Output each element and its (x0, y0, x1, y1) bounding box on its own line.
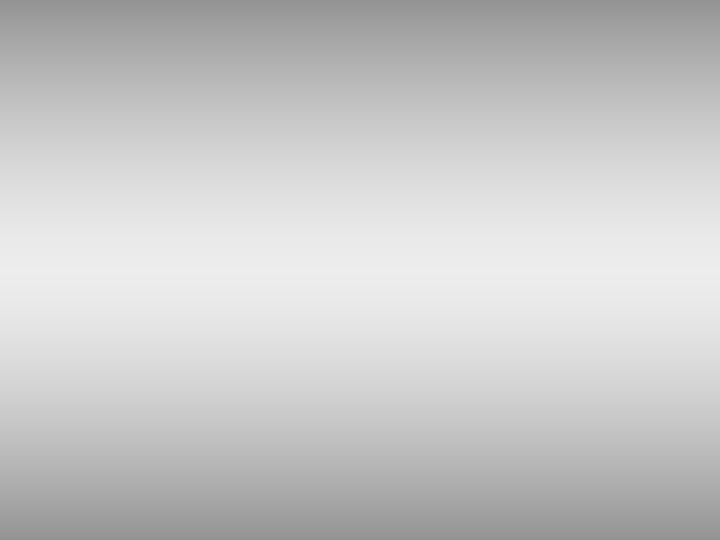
Text: inductance and capacitance: inductance and capacitance (151, 454, 564, 478)
Text: Relationship between voltage,: Relationship between voltage, (126, 192, 572, 217)
Text: Series-parallel combinations for: Series-parallel combinations for (126, 408, 603, 433)
Text: Capacitor: Capacitor (126, 267, 269, 292)
Text: current, power and energy: current, power and energy (151, 238, 544, 262)
Text: Inductance and Capacitance: Inductance and Capacitance (94, 49, 656, 86)
Text: current, power and energy: current, power and energy (151, 373, 544, 397)
Text: Inductor: Inductor (126, 132, 255, 157)
Text: Relationship between voltage,: Relationship between voltage, (126, 327, 572, 352)
